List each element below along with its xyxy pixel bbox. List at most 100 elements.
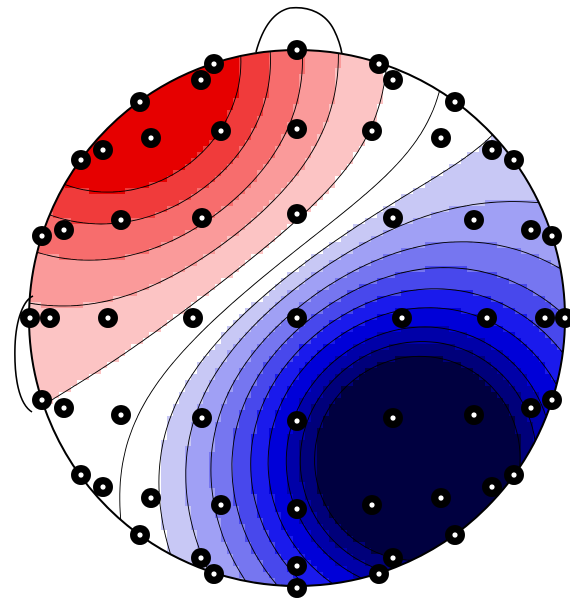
field-cell [281, 344, 288, 351]
field-cell [515, 314, 522, 321]
field-cell [29, 326, 36, 333]
field-cell [479, 50, 486, 57]
field-cell [317, 92, 324, 99]
field-cell [215, 332, 222, 339]
field-cell [167, 362, 174, 369]
field-cell [167, 86, 174, 93]
field-cell [137, 362, 144, 369]
field-cell [71, 326, 78, 333]
field-cell [83, 188, 90, 195]
field-cell [539, 194, 546, 201]
field-cell [455, 338, 462, 345]
field-cell [539, 56, 546, 63]
field-cell [161, 236, 168, 243]
field-cell [419, 164, 426, 171]
field-cell [533, 242, 540, 249]
field-cell [413, 344, 420, 351]
field-cell [521, 206, 528, 213]
field-cell [275, 314, 282, 321]
field-cell [359, 98, 366, 105]
field-cell [509, 86, 516, 93]
field-cell [71, 122, 78, 129]
field-cell [353, 104, 360, 111]
field-cell [131, 62, 138, 69]
field-cell [377, 362, 384, 369]
field-cell [347, 350, 354, 357]
field-cell [221, 218, 228, 225]
field-cell [221, 212, 228, 219]
field-cell [491, 194, 498, 201]
field-cell [473, 176, 480, 183]
field-cell [509, 290, 516, 297]
field-cell [263, 56, 270, 63]
field-cell [119, 248, 126, 255]
field-cell [311, 266, 318, 273]
field-cell [83, 194, 90, 201]
field-cell [491, 188, 498, 195]
field-cell [173, 290, 180, 297]
field-cell [257, 308, 264, 315]
field-cell [107, 344, 114, 351]
field-cell [167, 62, 174, 69]
field-cell [65, 260, 72, 267]
field-cell [305, 182, 312, 189]
field-cell [383, 254, 390, 261]
field-cell [521, 332, 528, 339]
field-cell [341, 332, 348, 339]
field-cell [305, 350, 312, 357]
field-cell [227, 338, 234, 345]
field-cell [455, 218, 462, 225]
field-cell [173, 146, 180, 153]
field-cell [527, 314, 534, 321]
field-cell [533, 284, 540, 291]
field-cell [179, 308, 186, 315]
field-cell [419, 320, 426, 327]
field-cell [521, 218, 528, 225]
field-cell [365, 158, 372, 165]
field-cell [431, 302, 438, 309]
field-cell [317, 98, 324, 105]
field-cell [143, 308, 150, 315]
field-cell [239, 368, 246, 375]
field-cell [191, 236, 198, 243]
field-cell [239, 62, 246, 69]
field-cell [167, 380, 174, 387]
field-cell [239, 380, 246, 387]
field-cell [89, 92, 96, 99]
field-cell [455, 350, 462, 357]
field-cell [179, 356, 186, 363]
field-cell [527, 104, 534, 111]
field-cell [479, 326, 486, 333]
field-cell [527, 110, 534, 117]
field-cell [65, 92, 72, 99]
field-cell [113, 332, 120, 339]
field-cell [467, 308, 474, 315]
field-cell [125, 242, 132, 249]
field-cell [317, 56, 324, 63]
field-cell [143, 50, 150, 57]
field-cell [485, 350, 492, 357]
field-cell [509, 68, 516, 75]
field-cell [35, 188, 42, 195]
field-cell [161, 374, 168, 381]
field-cell [47, 56, 54, 63]
field-cell [515, 260, 522, 267]
field-cell [41, 182, 48, 189]
field-cell [341, 224, 348, 231]
field-cell [521, 188, 528, 195]
field-cell [299, 374, 306, 381]
field-cell [527, 290, 534, 297]
field-cell [509, 296, 516, 303]
field-cell [449, 296, 456, 303]
field-cell [245, 332, 252, 339]
field-cell [485, 242, 492, 249]
field-cell [383, 206, 390, 213]
field-cell [461, 242, 468, 249]
field-cell [299, 350, 306, 357]
field-cell [83, 140, 90, 147]
field-cell [425, 230, 432, 237]
field-cell [53, 302, 60, 309]
field-cell [155, 332, 162, 339]
field-cell [191, 92, 198, 99]
field-cell [437, 296, 444, 303]
